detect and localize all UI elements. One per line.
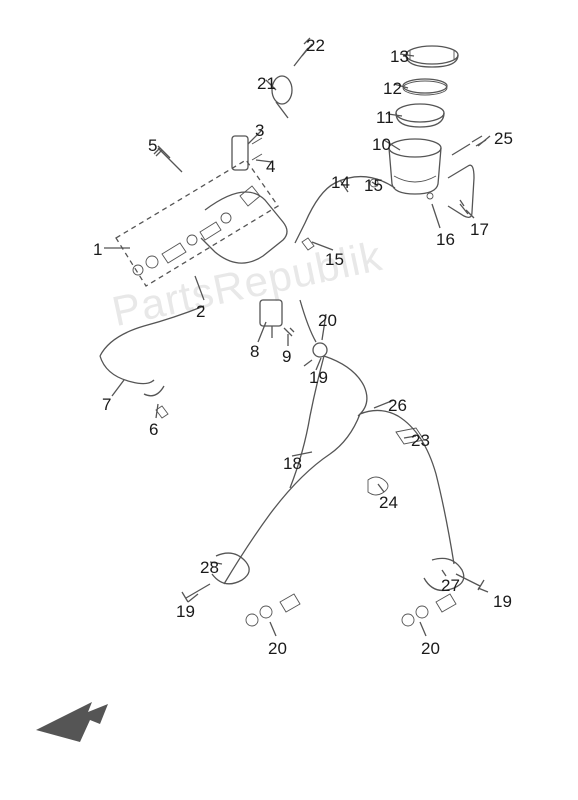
callout-15: 15 [364, 177, 383, 194]
callout-27: 27 [441, 577, 460, 594]
callout-15b: 15 [325, 251, 344, 268]
callout-20b: 20 [268, 640, 287, 657]
callout-22: 22 [306, 37, 325, 54]
callout-12: 12 [383, 80, 402, 97]
callout-7: 7 [102, 396, 111, 413]
callout-3: 3 [255, 122, 264, 139]
callout-8: 8 [250, 343, 259, 360]
callout-1: 1 [93, 241, 102, 258]
callout-28: 28 [200, 559, 219, 576]
callout-10: 10 [372, 136, 391, 153]
callout-21: 21 [257, 75, 276, 92]
callout-6: 6 [149, 421, 158, 438]
callout-14: 14 [331, 174, 350, 191]
callout-23: 23 [411, 432, 430, 449]
diagram-canvas: PartsRepublik [0, 0, 578, 800]
callout-5: 5 [148, 137, 157, 154]
parts-diagram-svg [0, 0, 578, 800]
callout-20c: 20 [421, 640, 440, 657]
callout-17: 17 [470, 221, 489, 238]
callout-13: 13 [390, 48, 409, 65]
callout-26: 26 [388, 397, 407, 414]
callout-4: 4 [266, 158, 275, 175]
callout-19: 19 [309, 369, 328, 386]
callout-19c: 19 [493, 593, 512, 610]
callout-2: 2 [196, 303, 205, 320]
callout-20: 20 [318, 312, 337, 329]
callout-9: 9 [282, 348, 291, 365]
callout-18: 18 [283, 455, 302, 472]
callout-25: 25 [494, 130, 513, 147]
callout-19b: 19 [176, 603, 195, 620]
callout-16: 16 [436, 231, 455, 248]
callout-24: 24 [379, 494, 398, 511]
direction-arrow [36, 702, 108, 742]
callout-11: 11 [376, 109, 394, 126]
